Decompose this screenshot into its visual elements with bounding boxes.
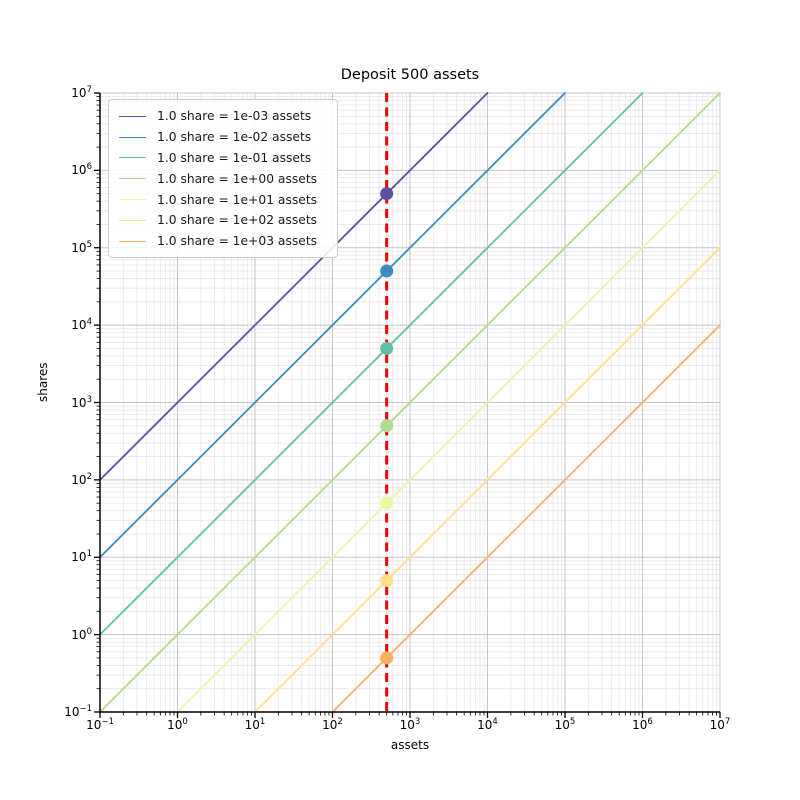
legend-line-swatch (119, 115, 146, 117)
intersection-points (380, 187, 394, 665)
legend-entry-label: 1.0 share = 1e-03 assets (157, 109, 312, 124)
legend-entry: 1.0 share = 1e+02 assets (119, 210, 327, 231)
y-tick-label: 105 (71, 239, 92, 255)
legend-entry: 1.0 share = 1e+03 assets (119, 231, 327, 252)
legend-line-swatch (119, 240, 146, 242)
axis-ticks (94, 92, 721, 718)
legend-entry-label: 1.0 share = 1e+02 assets (157, 213, 318, 228)
intersection-point (380, 419, 394, 433)
y-tick-label: 104 (71, 316, 92, 332)
conversion-line (99, 92, 721, 713)
series-lines (99, 92, 721, 713)
legend-line-swatch (119, 178, 146, 180)
legend-line-swatch (119, 219, 146, 221)
intersection-point (380, 574, 394, 588)
intersection-point (380, 264, 394, 278)
intersection-point (380, 187, 394, 201)
intersection-point (380, 651, 394, 665)
legend-entry: 1.0 share = 1e+00 assets (119, 168, 327, 189)
legend-entry-label: 1.0 share = 1e-02 assets (157, 130, 312, 145)
x-tick-label: 106 (632, 717, 653, 732)
y-tick-label: 100 (71, 626, 92, 642)
legend-entry-label: 1.0 share = 1e+01 assets (157, 192, 318, 207)
x-tick-label: 103 (399, 717, 421, 732)
conversion-line (99, 92, 566, 559)
x-tick-label: 104 (477, 717, 498, 732)
legend-entry-label: 1.0 share = 1e-01 assets (157, 150, 312, 165)
legend-entry-label: 1.0 share = 1e+00 assets (157, 171, 318, 186)
legend-entry: 1.0 share = 1e-03 assets (119, 106, 327, 127)
x-tick-label: 100 (167, 717, 188, 732)
legend-line-swatch (119, 199, 146, 201)
conversion-line (254, 246, 721, 713)
x-tick-label: 101 (244, 717, 266, 732)
conversion-line (99, 92, 644, 636)
chart-title: Deposit 500 assets (340, 67, 480, 83)
legend-entry: 1.0 share = 1e-01 assets (119, 148, 327, 169)
x-axis-label: assets (390, 738, 430, 752)
legend: 1.0 share = 1e-03 assets 1.0 share = 1e-0… (108, 99, 338, 258)
x-tick-label: 10−1 (86, 717, 114, 732)
y-tick-label: 101 (71, 549, 92, 564)
legend-line-swatch (119, 136, 146, 138)
conversion-line (331, 324, 721, 713)
x-tick-label: 105 (554, 717, 576, 732)
legend-entry: 1.0 share = 1e-02 assets (119, 127, 327, 148)
y-tick-label: 103 (71, 394, 92, 410)
x-tick-label: 107 (709, 717, 731, 732)
legend-line-swatch (119, 157, 146, 159)
legend-entry-label: 1.0 share = 1e+03 assets (157, 234, 318, 249)
conversion-line (176, 169, 721, 713)
y-tick-label: 102 (71, 471, 92, 487)
x-tick-label: 102 (322, 717, 343, 732)
intersection-point (380, 341, 394, 355)
intersection-point (380, 496, 394, 510)
y-tick-label: 106 (71, 162, 92, 178)
y-tick-label: 10−1 (64, 703, 92, 719)
conversion-line (99, 92, 489, 481)
y-tick-label: 107 (71, 84, 92, 100)
legend-entry: 1.0 share = 1e+01 assets (119, 189, 327, 210)
